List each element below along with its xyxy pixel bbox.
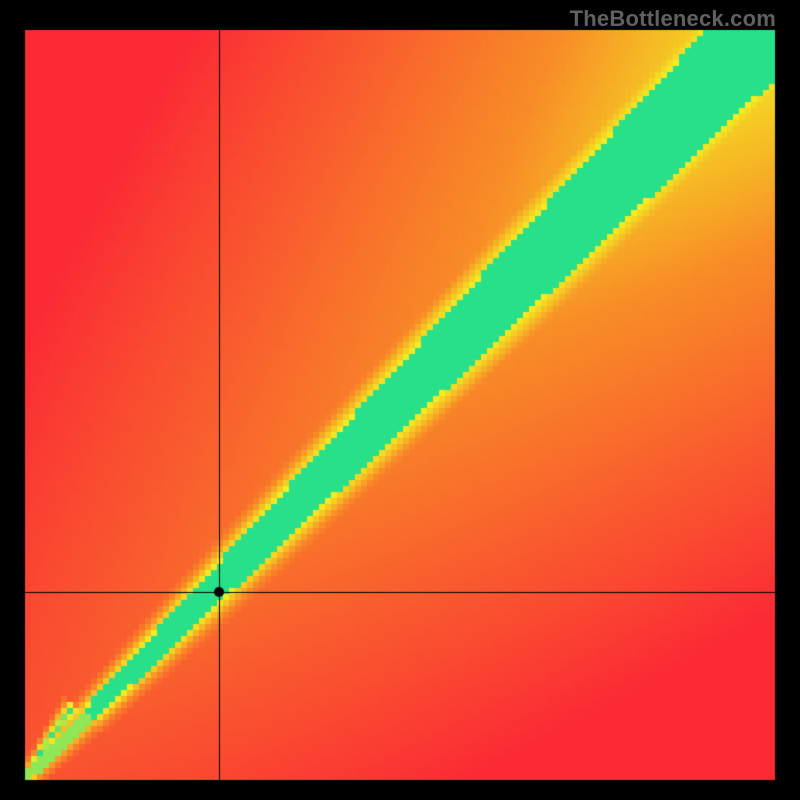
watermark-text: TheBottleneck.com [570, 6, 776, 32]
bottleneck-heatmap [0, 0, 800, 800]
